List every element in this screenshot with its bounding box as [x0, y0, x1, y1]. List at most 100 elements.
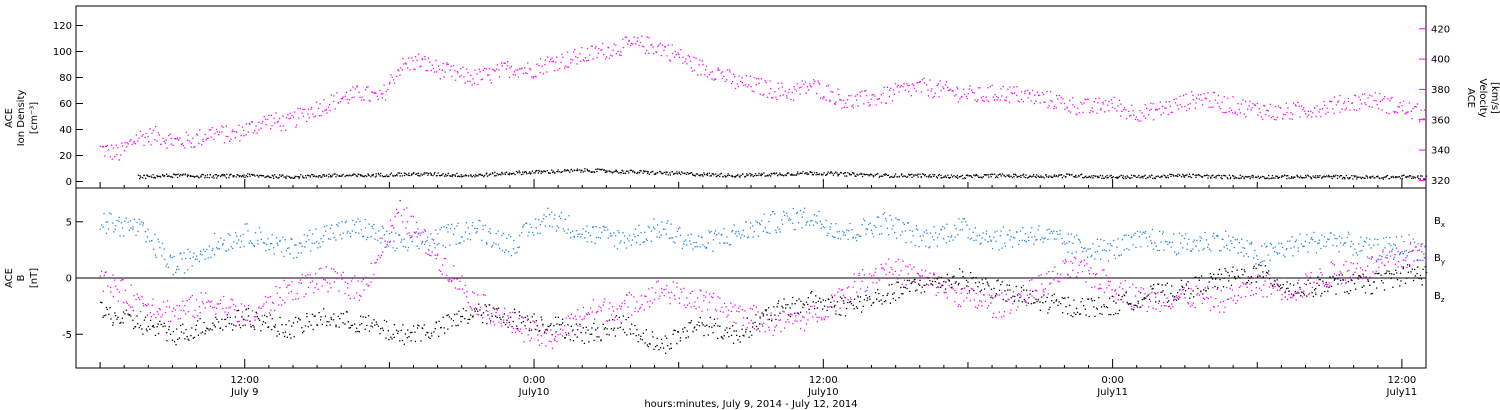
bz-point — [444, 258, 447, 260]
bz-point — [840, 289, 842, 291]
by-point — [712, 250, 714, 252]
velocity-point — [612, 49, 614, 51]
by-point — [407, 246, 410, 249]
density-point — [353, 173, 355, 175]
bz-point — [1355, 267, 1357, 270]
bz-point — [967, 285, 970, 288]
by-point — [329, 227, 332, 230]
density-point — [158, 175, 160, 178]
density-point — [969, 175, 971, 177]
velocity-point — [1046, 91, 1048, 93]
velocity-point — [1001, 95, 1003, 97]
bz-point — [142, 305, 145, 307]
by-point — [811, 219, 813, 222]
density-point — [394, 175, 396, 177]
density-point — [701, 174, 703, 176]
by-point — [1401, 235, 1403, 238]
by-point — [701, 236, 703, 239]
by-point — [541, 220, 543, 223]
velocity-point — [123, 150, 126, 152]
by-point — [996, 230, 998, 232]
bz-point — [1344, 279, 1346, 281]
velocity-point — [307, 108, 309, 110]
by-point — [622, 232, 624, 234]
velocity-point — [1076, 113, 1078, 116]
density-point — [826, 174, 828, 176]
bx-point — [311, 313, 314, 315]
velocity-point — [312, 113, 314, 115]
by-point — [1261, 260, 1263, 262]
density-point — [692, 174, 694, 176]
by-point — [1166, 241, 1168, 243]
density-point — [1068, 173, 1071, 175]
density-point — [296, 175, 298, 178]
density-point — [1020, 174, 1022, 177]
bz-point — [805, 323, 808, 325]
density-point — [933, 175, 935, 177]
bz-point — [168, 321, 170, 323]
density-point — [1406, 175, 1408, 178]
velocity-point — [602, 42, 604, 45]
bz-point — [1369, 276, 1371, 278]
density-point — [209, 173, 211, 176]
by-point — [384, 246, 386, 248]
density-point — [1366, 177, 1369, 179]
by-point — [1036, 238, 1038, 241]
velocity-point — [570, 58, 572, 60]
bz-point — [1394, 254, 1396, 256]
by-point — [851, 229, 853, 231]
density-point — [563, 170, 565, 172]
bz-point — [1198, 294, 1201, 296]
density-point — [200, 176, 202, 178]
velocity-point — [488, 74, 490, 76]
bx-point — [282, 332, 284, 334]
by-point — [1370, 247, 1372, 249]
velocity-point — [870, 98, 872, 100]
density-point — [220, 174, 223, 176]
density-point — [486, 172, 488, 174]
by-point — [683, 243, 685, 245]
bz-point — [1263, 284, 1265, 286]
velocity-point — [424, 55, 426, 58]
by-point — [1076, 234, 1078, 236]
velocity-point — [1072, 104, 1074, 106]
velocity-point — [1280, 107, 1282, 109]
velocity-point — [288, 118, 290, 120]
by-point — [106, 221, 109, 223]
by-point — [414, 232, 416, 234]
by-point — [1405, 249, 1408, 252]
bz-point — [963, 300, 965, 302]
by-point — [120, 222, 123, 224]
density-point — [982, 176, 984, 178]
density-point — [913, 174, 915, 176]
bz-point — [1352, 263, 1354, 265]
bz-point — [1360, 267, 1362, 269]
velocity-point — [166, 147, 168, 149]
velocity-point — [482, 69, 484, 71]
density-point — [167, 175, 169, 177]
bx-point — [176, 328, 178, 330]
bz-point — [579, 315, 581, 318]
by-point — [909, 229, 911, 231]
bz-point — [613, 310, 615, 312]
bx-point — [108, 313, 110, 315]
by-point — [389, 240, 391, 242]
by-point — [1420, 259, 1422, 261]
velocity-point — [561, 53, 563, 55]
bx-point — [129, 314, 131, 316]
bx-point — [207, 328, 209, 330]
bz-point — [260, 307, 262, 310]
velocity-point — [130, 139, 132, 141]
bz-point — [132, 310, 134, 312]
by-point — [1001, 247, 1003, 249]
bz-point — [284, 302, 286, 304]
bx-point — [147, 325, 149, 328]
bx-point — [299, 319, 301, 321]
density-point — [906, 176, 908, 178]
density-point — [890, 176, 892, 178]
bz-point — [1308, 292, 1311, 294]
by-point — [1317, 242, 1319, 245]
density-point — [1052, 176, 1054, 179]
by-point — [1286, 248, 1288, 250]
velocity-point — [913, 84, 915, 86]
